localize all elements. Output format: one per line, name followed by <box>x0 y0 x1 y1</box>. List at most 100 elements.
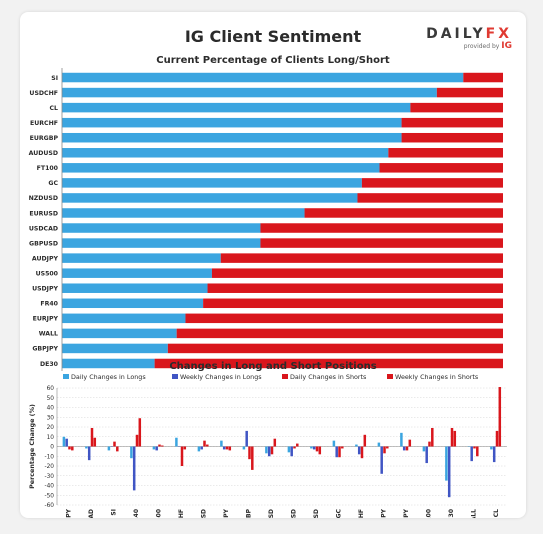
change-bar-eurchf-1 <box>357 446 361 455</box>
change-bar-us500-2 <box>158 444 161 447</box>
change-bar-eurchf-0 <box>355 444 358 447</box>
legend-label-2: Daily Changes in Shorts <box>290 373 367 381</box>
logo-text-right: FX <box>485 26 512 42</box>
page-title: IG Client Sentiment <box>184 27 362 46</box>
change-bar-fr40-2 <box>135 434 139 447</box>
change-bar-gbpjpy-3 <box>386 446 389 449</box>
change-bar-eurusd-1 <box>200 446 203 450</box>
logo-sub-text: provided by <box>463 43 500 50</box>
change-bar-eurjpy-1 <box>402 446 406 451</box>
x-tick-label-eurchf: EURCHF <box>358 509 365 518</box>
change-bar-audjpy-3 <box>228 446 232 451</box>
long-bar-fr40 <box>62 298 204 309</box>
category-label-fr40: FR40 <box>40 301 58 308</box>
change-bar-fr40-0 <box>130 446 133 459</box>
short-bar-usdcad <box>260 223 503 233</box>
x-tick-label-nzdusd: NZDUSD <box>268 509 275 518</box>
change-bar-us500-3 <box>161 445 164 447</box>
change-bar-usdjpy-3 <box>71 446 74 451</box>
legend-label-0: Daily Changes in Longs <box>71 373 146 381</box>
legend-swatch-1 <box>172 374 178 379</box>
change-bar-usdcad-3 <box>93 437 97 447</box>
long-bar-gbpjpy <box>62 343 168 354</box>
category-label-us500: US500 <box>36 270 59 277</box>
x-tick-label-usdchf: USDCHF <box>178 509 185 518</box>
change-bar-usdjpy-1 <box>65 438 68 447</box>
category-label-nzdusd: NZDUSD <box>29 195 58 202</box>
change-bar-nzdusd-3 <box>273 438 277 447</box>
change-bar-eurjpy-2 <box>405 446 409 451</box>
y-tick-label: -30 <box>45 474 55 480</box>
category-label-gc: GC <box>48 180 58 187</box>
y-tick-label: -10 <box>45 454 55 460</box>
short-bar-eurgbp <box>401 132 503 143</box>
change-bar-eurgbp-2 <box>248 446 251 460</box>
short-bar-gc <box>361 178 503 188</box>
short-bar-us500 <box>211 268 503 278</box>
y-tick-label: 30 <box>47 415 55 421</box>
y-tick-label: 20 <box>47 425 55 431</box>
short-bar-cl <box>410 102 503 113</box>
category-label-eurgbp: EURGBP <box>30 135 59 142</box>
change-bar-gbpusd-3 <box>296 443 299 447</box>
change-bar-cl-2 <box>495 430 499 447</box>
x-tick-label-audusd: AUDUSD <box>313 509 320 518</box>
long-bar-audusd <box>62 148 389 158</box>
change-bar-ft100-3 <box>431 427 434 447</box>
category-label-ft100: FT100 <box>37 165 59 172</box>
long-bar-wall <box>62 328 177 339</box>
category-label-si: SI <box>51 75 58 82</box>
legend-swatch-0 <box>63 374 69 379</box>
change-bar-usdjpy-0 <box>62 436 66 447</box>
chart2-title: Changes in Long and Short Positions <box>169 361 376 372</box>
y-tick-label: -60 <box>45 503 55 509</box>
short-bar-gbpjpy <box>167 343 503 354</box>
change-bar-eurgbp-0 <box>242 446 246 450</box>
legend-swatch-2 <box>282 374 288 379</box>
x-tick-label-ft100: FT100 <box>425 509 432 518</box>
long-bar-eurjpy <box>62 313 186 324</box>
change-bar-us500-1 <box>155 446 158 451</box>
long-bar-usdcad <box>62 223 261 233</box>
logo-text-left: DAILY <box>426 26 486 42</box>
change-bar-nzdusd-2 <box>270 446 274 455</box>
short-bar-audjpy <box>220 253 503 263</box>
long-bar-eurusd <box>62 208 305 218</box>
change-bar-gbpjpy-1 <box>380 446 383 474</box>
category-label-eurusd: EURUSD <box>29 210 58 217</box>
x-tick-label-de30: DE30 <box>448 509 455 518</box>
change-bar-audusd-3 <box>318 446 322 455</box>
x-tick-label-gbpusd: GBPUSD <box>290 509 297 518</box>
change-bar-usdchf-2 <box>180 446 184 466</box>
change-bar-cl-3 <box>498 387 502 447</box>
change-bar-gbpusd-0 <box>287 446 291 453</box>
change-bar-eurchf-2 <box>360 446 364 459</box>
short-bar-de30 <box>154 358 504 369</box>
charts-svg: Current Percentage of Clients Long/Short… <box>28 55 507 518</box>
change-bar-si-2 <box>113 441 116 447</box>
change-bar-gbpusd-1 <box>290 446 293 457</box>
change-bar-gc-3 <box>341 446 344 449</box>
long-bar-gbpusd <box>62 238 261 248</box>
short-bar-ft100 <box>379 163 503 173</box>
long-bar-eurgbp <box>62 132 402 143</box>
sentiment-card: IG Client Sentiment DAILYFX provided by … <box>20 12 526 518</box>
change-bar-usdcad-2 <box>90 427 94 447</box>
long-bar-de30 <box>62 358 155 369</box>
category-label-audjpy: AUDJPY <box>32 255 59 262</box>
change-bar-eurchf-3 <box>363 434 367 447</box>
long-bar-eurchf <box>62 117 402 128</box>
category-label-de30: DE30 <box>40 361 59 368</box>
short-bar-gbpusd <box>260 238 503 248</box>
short-bar-audusd <box>388 148 503 158</box>
change-bar-wall-1 <box>470 446 473 462</box>
short-bar-eurchf <box>401 117 503 128</box>
change-bar-eurusd-0 <box>197 446 201 452</box>
change-bar-de30-2 <box>450 427 454 447</box>
x-tick-label-usdjpy: USDJPY <box>65 508 72 518</box>
logo-sub-brand: IG <box>501 41 512 51</box>
x-tick-label-fr40: FR40 <box>133 509 140 518</box>
category-label-eurjpy: EURJPY <box>33 316 59 323</box>
x-tick-label-eurgbp: EURGBP <box>245 508 252 518</box>
change-bar-fr40-1 <box>132 446 136 491</box>
